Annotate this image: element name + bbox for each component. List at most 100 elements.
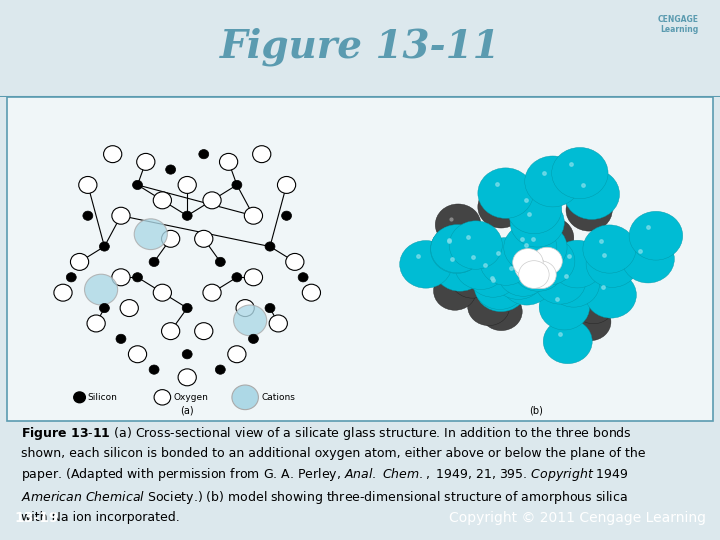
Circle shape [525, 156, 581, 207]
Circle shape [572, 286, 615, 323]
Circle shape [228, 346, 246, 363]
Circle shape [132, 273, 143, 282]
Circle shape [539, 284, 590, 330]
Circle shape [54, 284, 72, 301]
Circle shape [515, 253, 545, 281]
Text: (b): (b) [529, 406, 544, 416]
Circle shape [220, 153, 238, 170]
Circle shape [501, 240, 545, 280]
Text: Copyright © 2011 Cengage Learning: Copyright © 2011 Cengage Learning [449, 511, 706, 525]
Circle shape [549, 260, 593, 300]
Circle shape [128, 346, 147, 363]
Circle shape [503, 234, 548, 274]
Circle shape [233, 305, 266, 336]
Circle shape [513, 244, 564, 291]
Text: Figure 13-11: Figure 13-11 [220, 28, 500, 66]
Circle shape [480, 293, 522, 330]
Circle shape [215, 365, 225, 374]
Circle shape [134, 219, 167, 249]
Circle shape [585, 272, 636, 318]
Text: CENGAGE
Learning: CENGAGE Learning [657, 15, 698, 34]
Circle shape [232, 273, 242, 282]
Circle shape [84, 274, 117, 305]
Circle shape [454, 242, 507, 289]
Circle shape [149, 257, 159, 267]
Circle shape [629, 211, 683, 260]
Circle shape [116, 334, 126, 343]
Circle shape [498, 249, 549, 296]
Circle shape [467, 250, 519, 297]
Circle shape [253, 146, 271, 163]
Circle shape [298, 273, 308, 282]
Circle shape [302, 284, 320, 301]
Circle shape [199, 150, 209, 159]
Circle shape [161, 323, 180, 340]
Circle shape [528, 217, 574, 258]
Circle shape [504, 224, 557, 272]
Circle shape [523, 237, 575, 285]
Circle shape [99, 242, 109, 251]
Circle shape [269, 315, 287, 332]
Circle shape [265, 303, 275, 313]
Circle shape [552, 147, 608, 199]
Text: 13-19: 13-19 [14, 511, 59, 525]
Circle shape [468, 287, 510, 326]
Circle shape [236, 300, 254, 316]
Circle shape [182, 349, 192, 359]
Circle shape [508, 229, 561, 277]
Circle shape [586, 240, 639, 287]
Circle shape [244, 269, 263, 286]
Circle shape [510, 239, 563, 286]
Circle shape [203, 192, 221, 209]
Circle shape [78, 177, 97, 193]
Circle shape [587, 228, 631, 269]
Circle shape [518, 261, 549, 288]
Circle shape [153, 284, 171, 301]
Text: Cations: Cations [262, 393, 296, 402]
Circle shape [248, 334, 258, 343]
Circle shape [265, 242, 275, 251]
Circle shape [622, 235, 675, 283]
Circle shape [431, 225, 483, 273]
Circle shape [548, 260, 600, 307]
Circle shape [526, 217, 571, 258]
Circle shape [232, 385, 258, 410]
Circle shape [553, 268, 596, 307]
Circle shape [513, 244, 557, 284]
Circle shape [513, 240, 558, 280]
Circle shape [449, 221, 503, 269]
FancyBboxPatch shape [7, 97, 713, 421]
Text: (a): (a) [181, 406, 194, 416]
Circle shape [474, 263, 526, 309]
Circle shape [178, 177, 197, 193]
Circle shape [166, 165, 176, 174]
Circle shape [514, 241, 559, 281]
Circle shape [566, 189, 612, 231]
Circle shape [514, 224, 567, 272]
Text: Silicon: Silicon [88, 393, 117, 402]
Circle shape [510, 198, 564, 247]
Circle shape [526, 261, 557, 289]
Circle shape [433, 272, 476, 310]
Circle shape [153, 192, 171, 209]
Circle shape [112, 269, 130, 286]
Circle shape [215, 257, 225, 267]
Circle shape [277, 177, 296, 193]
Circle shape [431, 225, 484, 273]
Circle shape [478, 168, 534, 218]
Circle shape [544, 319, 593, 363]
Circle shape [282, 211, 292, 220]
Circle shape [480, 238, 532, 285]
Circle shape [149, 365, 159, 374]
Circle shape [478, 186, 524, 228]
Circle shape [534, 257, 586, 304]
Circle shape [244, 207, 263, 224]
Circle shape [232, 180, 242, 190]
Circle shape [570, 303, 611, 341]
Circle shape [492, 252, 544, 299]
Circle shape [475, 265, 526, 312]
Circle shape [137, 153, 155, 170]
Circle shape [87, 315, 105, 332]
Circle shape [436, 204, 481, 246]
Circle shape [154, 390, 171, 405]
